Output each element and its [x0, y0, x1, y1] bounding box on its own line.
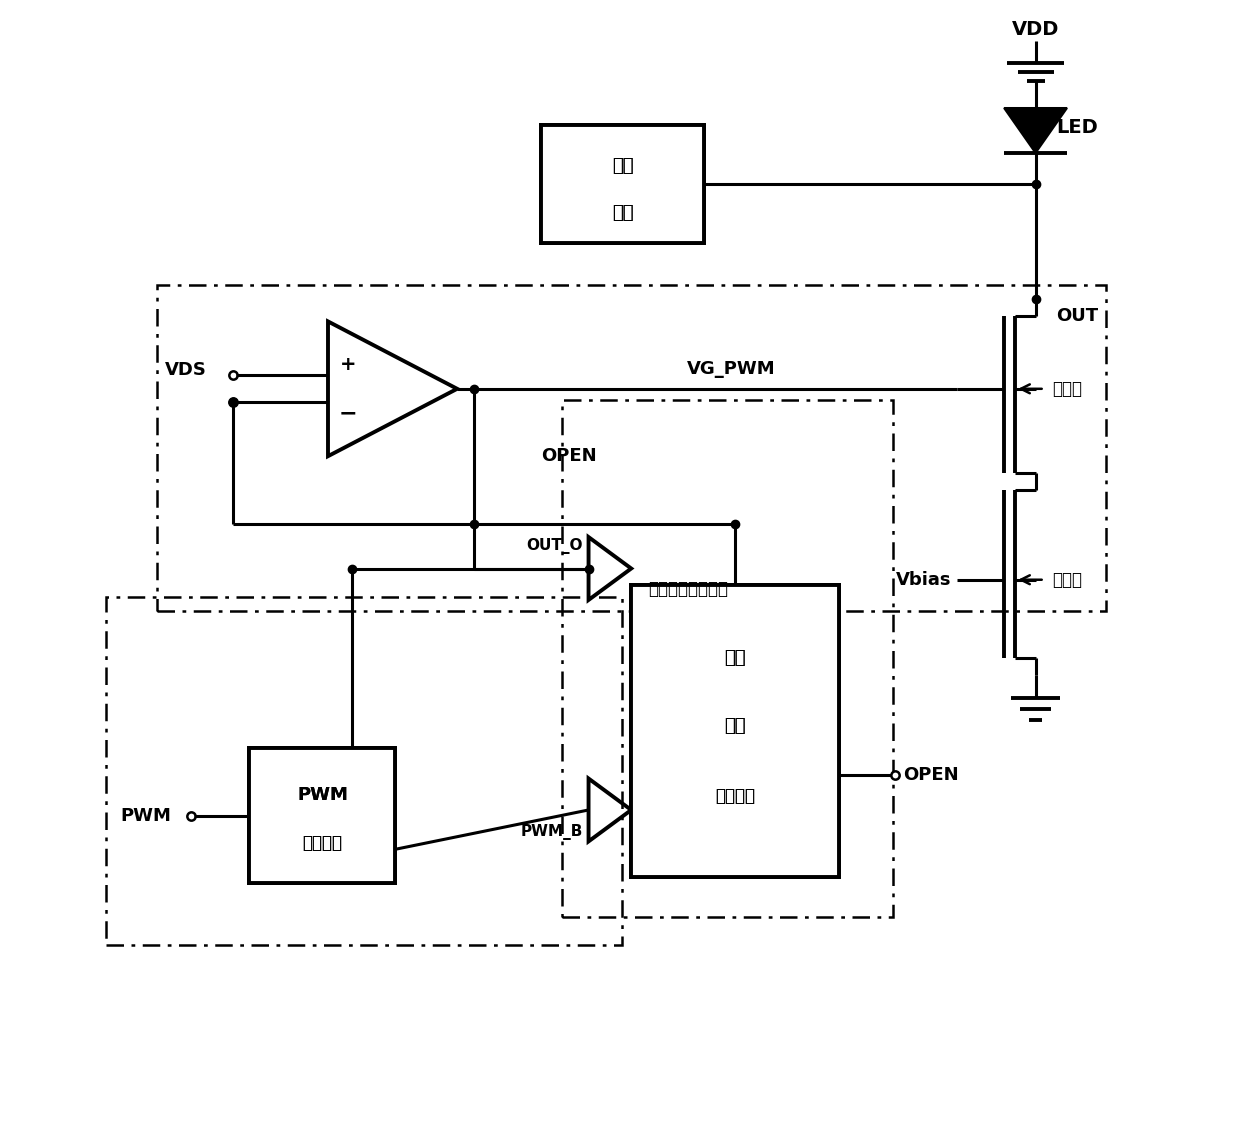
Text: PWM_B: PWM_B: [521, 824, 583, 840]
Bar: [249, 748, 396, 883]
Text: PWM: PWM: [296, 787, 347, 804]
Bar: [631, 586, 839, 878]
Bar: [105, 597, 622, 945]
Bar: [542, 125, 704, 243]
Text: 电路: 电路: [613, 205, 634, 223]
Text: 开路: 开路: [724, 649, 746, 667]
Text: PWM: PWM: [296, 787, 347, 804]
Bar: [542, 125, 704, 243]
Bar: [562, 400, 893, 916]
Text: OPEN: OPEN: [542, 447, 596, 465]
Text: 处理电路: 处理电路: [303, 833, 342, 852]
Text: OUT: OUT: [1055, 307, 1097, 325]
Text: 生成电路: 生成电路: [715, 787, 755, 805]
Bar: [249, 748, 396, 883]
Text: VG_PWM: VG_PWM: [687, 359, 776, 377]
Text: 信号: 信号: [724, 716, 746, 735]
Text: LED: LED: [1055, 118, 1097, 138]
Text: 开关管: 开关管: [1053, 380, 1083, 398]
Polygon shape: [1004, 108, 1066, 153]
Text: 生成电路: 生成电路: [715, 787, 755, 805]
Bar: [631, 586, 839, 878]
Text: 消影: 消影: [613, 157, 634, 175]
Text: 电路: 电路: [613, 205, 634, 223]
Text: +: +: [340, 355, 356, 374]
Text: −: −: [339, 404, 357, 423]
Text: OPEN: OPEN: [903, 766, 959, 785]
Text: 开路: 开路: [724, 649, 746, 667]
Text: VDS: VDS: [165, 360, 207, 379]
Text: Vbias: Vbias: [895, 571, 951, 589]
Bar: [157, 285, 1106, 612]
Text: OUT_O: OUT_O: [527, 538, 583, 554]
Text: 消影: 消影: [613, 157, 634, 175]
Text: 信号: 信号: [724, 716, 746, 735]
Text: 电流管: 电流管: [1053, 571, 1083, 589]
Text: PWM: PWM: [120, 806, 171, 824]
Text: VDD: VDD: [1012, 20, 1059, 39]
Text: 开路状态检测电路: 开路状态检测电路: [649, 580, 728, 598]
Text: 处理电路: 处理电路: [303, 833, 342, 852]
